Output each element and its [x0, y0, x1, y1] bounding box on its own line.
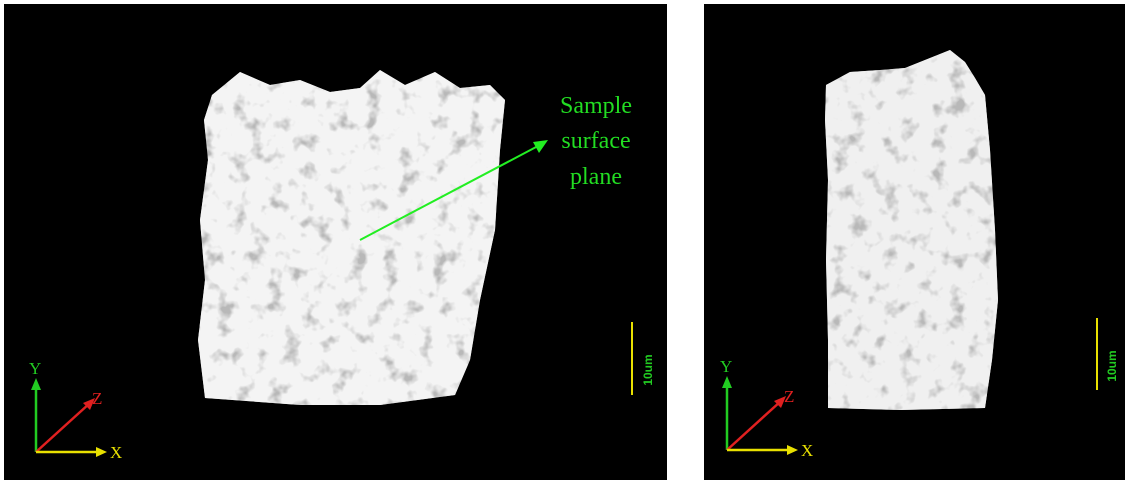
annotation-text: plane	[570, 164, 622, 190]
axis-label: Y	[29, 359, 41, 378]
left-panel: Y Z X 10um Sample surface plane	[4, 4, 667, 480]
annotation-text: surface	[561, 128, 630, 154]
scale-label: 10um	[641, 354, 655, 385]
annotation-text: Sample	[560, 93, 632, 119]
axis-label: X	[801, 441, 813, 460]
right-panel: Y Z X 10um	[704, 4, 1125, 480]
figure: Y Z X 10um Sample surface plane Y Z X 10…	[0, 0, 1129, 484]
axis-label: Z	[92, 389, 102, 408]
sample-render	[198, 70, 505, 405]
scale-label: 10um	[1105, 350, 1119, 381]
axis-label: Z	[784, 387, 794, 406]
axis-label: Y	[720, 357, 732, 376]
axis-label: X	[110, 443, 122, 462]
sample-render	[825, 50, 998, 410]
